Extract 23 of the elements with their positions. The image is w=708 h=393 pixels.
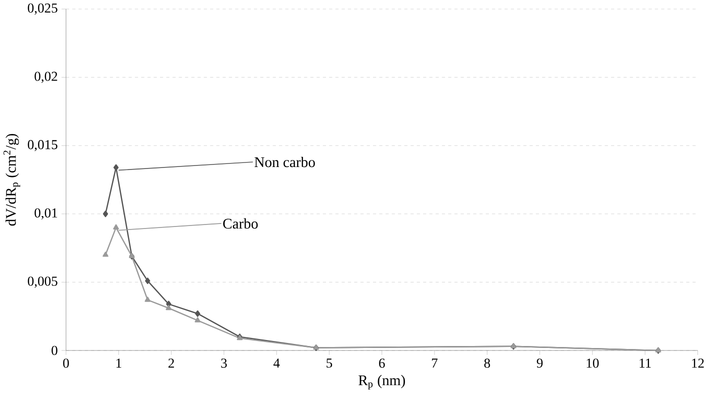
x-axis-title: R$_{p}$ (nm) xyxy=(358,374,405,390)
x-tick-label: 9 xyxy=(536,358,543,368)
y-tick-label: 0,015 xyxy=(28,140,58,152)
x-tick-label: 11 xyxy=(640,358,651,368)
x-tick-label: 7 xyxy=(432,358,438,368)
x-tick-label: 4 xyxy=(273,358,280,368)
y-tick-label: 0,025 xyxy=(28,3,58,15)
y-tick-label: 0,02 xyxy=(34,72,58,83)
y-axis-title: dV/dR$_{p}$ (cm$^{2}$/g) xyxy=(3,134,20,226)
x-tick-label: 1 xyxy=(116,358,122,368)
x-tick-label: 0 xyxy=(63,358,69,368)
x-tick-label: 2 xyxy=(168,358,174,368)
text: Carbo xyxy=(223,218,258,229)
y-tick-label: 0,005 xyxy=(28,276,58,288)
x-tick-label: 8 xyxy=(484,358,490,368)
text: Non carbo xyxy=(254,156,315,168)
x-tick-label: 10 xyxy=(586,358,599,368)
x-tick-label: 12 xyxy=(692,358,704,368)
x-tick-label: 3 xyxy=(221,358,227,368)
x-tick-label: 6 xyxy=(379,358,385,368)
y-tick-label: 0,01 xyxy=(34,208,58,220)
y-tick-label: 0 xyxy=(52,346,58,356)
x-tick-label: 5 xyxy=(326,358,332,368)
